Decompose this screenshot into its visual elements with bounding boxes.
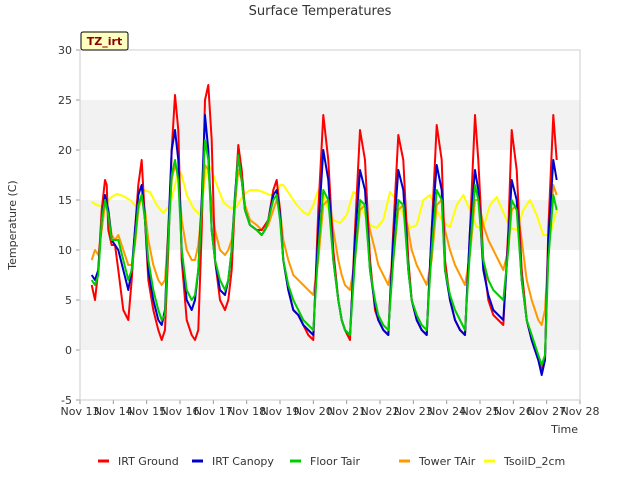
tz-badge-label: TZ_irt: [87, 35, 122, 48]
background-band: [80, 300, 580, 350]
x-tick-label: Nov 15: [127, 405, 166, 418]
y-tick-label: 15: [58, 194, 72, 207]
legend-item: IRT Canopy: [192, 455, 274, 468]
x-tick-label: Nov 24: [427, 405, 466, 418]
x-tick-label: Nov 18: [227, 405, 266, 418]
x-tick-label: Nov 27: [527, 405, 566, 418]
legend-label: IRT Canopy: [212, 455, 274, 468]
x-tick-label: Nov 20: [294, 405, 333, 418]
y-tick-label: 5: [65, 294, 72, 307]
legend-label: Tower TAir: [418, 455, 476, 468]
y-tick-label: 20: [58, 144, 72, 157]
tz-badge: TZ_irt: [80, 31, 129, 51]
x-tick-label: Nov 26: [494, 405, 533, 418]
legend-item: TsoilD_2cm: [484, 455, 565, 468]
x-tick-label: Nov 22: [361, 405, 400, 418]
background-band: [80, 100, 580, 150]
chart-title: Surface Temperatures: [249, 4, 392, 19]
x-tick-label: Nov 21: [327, 405, 366, 418]
series-line-tower-tair: [90, 164, 558, 326]
y-axis-ticks: -5 0 5 10 15 20 25 30: [58, 44, 80, 407]
y-tick-label: 10: [58, 244, 72, 257]
series-line-irt-canopy: [90, 114, 558, 376]
y-tick-label: 30: [58, 44, 72, 57]
x-axis-label: Time: [550, 423, 578, 436]
x-tick-label: Nov 17: [194, 405, 233, 418]
x-tick-label: Nov 25: [461, 405, 500, 418]
legend-item: Tower TAir: [399, 455, 476, 468]
x-tick-label: Nov 19: [261, 405, 300, 418]
series-line-floor-tair: [90, 139, 558, 366]
legend: IRT Ground IRT Canopy Floor Tair Tower TAir…: [98, 455, 565, 468]
plot-area: [79, 49, 581, 401]
x-tick-label: Nov 23: [394, 405, 433, 418]
x-tick-label: Nov 16: [161, 405, 200, 418]
x-tick-label: Nov 28: [561, 405, 600, 418]
legend-item: IRT Ground: [98, 455, 179, 468]
legend-label: TsoilD_2cm: [503, 455, 565, 468]
legend-label: Floor Tair: [310, 455, 361, 468]
y-axis-label: Temperature (C): [6, 180, 19, 270]
y-tick-label: 25: [58, 94, 72, 107]
legend-item: Floor Tair: [290, 455, 361, 468]
y-tick-label: -5: [61, 394, 72, 407]
y-tick-label: 0: [65, 344, 72, 357]
legend-label: IRT Ground: [118, 455, 179, 468]
x-tick-label: Nov 14: [94, 405, 133, 418]
x-tick-label: Nov 13: [61, 405, 100, 418]
series-lines: [90, 84, 558, 376]
